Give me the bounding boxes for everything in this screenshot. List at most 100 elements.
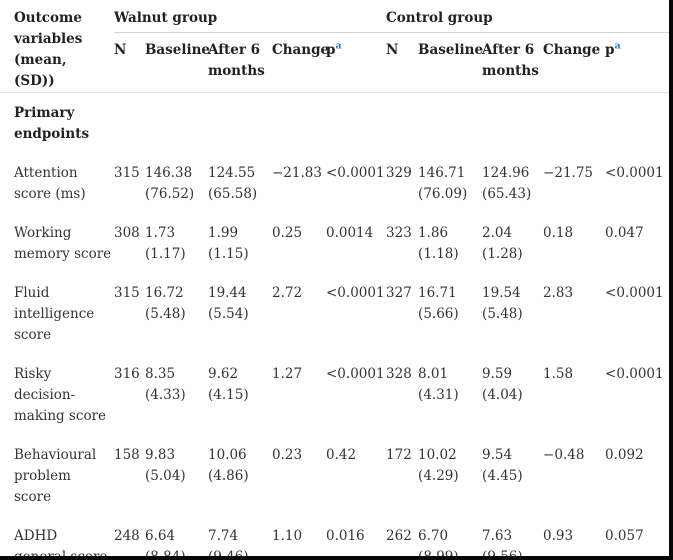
control-n-cell: 262	[386, 528, 412, 544]
mean-value: 8.35	[145, 366, 176, 382]
control-p-cell: 0.047	[605, 225, 644, 241]
control-p-cell: <0.0001	[605, 285, 664, 301]
empty-cell	[114, 93, 669, 154]
walnut-baseline-cell: 8.35 (4.33)	[145, 354, 208, 435]
walnut-change-header: Change	[272, 32, 329, 93]
control-n-header: N	[386, 32, 419, 93]
section-header-label: Primary endpoints	[14, 105, 90, 142]
control-change-cell: 2.83	[543, 285, 574, 301]
mean-value: 1.73	[145, 225, 176, 241]
control-baseline-cell: 1.86 (1.18)	[418, 213, 482, 273]
mean-value: 6.70	[418, 528, 449, 544]
control-n-cell: 328	[386, 366, 412, 382]
corner-header: Outcome variables (mean, (SD))	[0, 0, 114, 93]
table-row: Fluid intelligence score 315 16.72 (5.48…	[0, 273, 669, 354]
footnote-a-link[interactable]: a	[335, 40, 342, 52]
control-after-cell: 19.54 (5.48)	[482, 273, 543, 354]
control-baseline-cell: 16.71 (5.66)	[418, 273, 482, 354]
walnut-baseline-cell: 1.73 (1.17)	[145, 213, 208, 273]
walnut-p-cell: <0.0001	[326, 366, 385, 382]
sd-value: (5.66)	[418, 306, 459, 322]
row-label: Attention score (ms)	[14, 165, 86, 202]
control-baseline-cell: 146.71 (76.09)	[418, 153, 482, 213]
control-after-header: After 6 months	[482, 32, 544, 93]
control-change-cell: 1.58	[543, 366, 574, 382]
mean-value: 9.54	[482, 447, 513, 463]
sd-value: (4.15)	[208, 387, 249, 403]
walnut-n-cell: 248	[114, 528, 140, 544]
control-after-cell: 7.63 (9.56)	[482, 516, 543, 560]
walnut-p-cell: <0.0001	[326, 285, 385, 301]
control-baseline-cell: 6.70 (8.99)	[418, 516, 482, 560]
walnut-p-cell: <0.0001	[326, 165, 385, 181]
control-p-header: pa	[605, 32, 669, 93]
walnut-after-cell: 19.44 (5.54)	[208, 273, 272, 354]
mean-value: 10.02	[418, 447, 457, 463]
mean-value: 16.72	[145, 285, 184, 301]
section-header-row: Primary endpoints	[0, 93, 669, 154]
mean-value: 1.99	[208, 225, 239, 241]
footnote-a-link[interactable]: a	[614, 40, 621, 52]
walnut-n-cell: 308	[114, 225, 140, 241]
sd-value: (4.86)	[208, 468, 249, 484]
control-n-cell: 172	[386, 447, 412, 463]
walnut-n-cell: 315	[114, 285, 140, 301]
sd-value: (5.04)	[145, 468, 186, 484]
row-label: Working memory score	[14, 225, 112, 262]
walnut-after-cell: 7.74 (9.46)	[208, 516, 272, 556]
control-baseline-cell: 10.02 (4.29)	[418, 435, 482, 516]
walnut-n-header: N	[114, 32, 145, 93]
control-n-cell: 329	[386, 165, 412, 181]
table-header: Outcome variables (mean, (SD)) Walnut gr…	[0, 0, 669, 93]
table-row: Attention score (ms) 315 146.38 (76.52) …	[0, 153, 669, 213]
control-p-cell: <0.0001	[605, 165, 664, 181]
mean-value: 9.83	[145, 447, 176, 463]
sd-value: (9.56)	[482, 549, 523, 560]
sub-header-row: N Baseline After 6 months Change pa N Ba…	[0, 32, 669, 93]
control-change-cell: 0.18	[543, 225, 574, 241]
p-label: p	[605, 42, 615, 58]
sd-value: (4.04)	[482, 387, 523, 403]
sd-value: (4.29)	[418, 468, 459, 484]
row-label: Risky decision-making score	[14, 366, 107, 424]
control-group-header: Control group	[386, 0, 669, 33]
sd-value: (4.45)	[482, 468, 523, 484]
control-p-cell: 0.057	[605, 528, 644, 544]
control-after-cell: 9.59 (4.04)	[482, 354, 543, 435]
walnut-baseline-cell: 6.64 (8.84)	[145, 516, 208, 556]
sd-value: (5.54)	[208, 306, 249, 322]
walnut-p-cell: 0.016	[326, 528, 365, 544]
mean-value: 124.96	[482, 165, 530, 181]
control-change-cell: −0.48	[543, 447, 585, 463]
sd-value: (1.17)	[145, 246, 186, 262]
walnut-after-cell: 9.62 (4.15)	[208, 354, 272, 435]
control-change-cell: 0.93	[543, 528, 574, 544]
mean-value: 9.59	[482, 366, 513, 382]
walnut-change-cell: −21.83	[272, 165, 322, 181]
control-baseline-header: Baseline	[418, 32, 483, 93]
mean-value: 16.71	[418, 285, 457, 301]
mean-value: 6.64	[145, 528, 176, 544]
mean-value: 146.38	[145, 165, 193, 181]
mean-value: 19.44	[208, 285, 247, 301]
walnut-baseline-cell: 146.38 (76.52)	[145, 153, 208, 213]
mean-value: 7.74	[208, 528, 239, 544]
control-n-cell: 323	[386, 225, 412, 241]
sd-value: (76.09)	[418, 186, 468, 202]
walnut-baseline-cell: 16.72 (5.48)	[145, 273, 208, 354]
table-row: ADHD general score 248 6.64 (8.84) 7.74 …	[0, 516, 669, 560]
row-label: Fluid intelligence score	[14, 285, 95, 343]
sd-value: (8.99)	[418, 549, 459, 560]
control-change-header: Change	[543, 32, 606, 93]
walnut-change-cell: 2.72	[272, 285, 303, 301]
mean-value: 146.71	[418, 165, 466, 181]
sd-value: (5.48)	[145, 306, 186, 322]
sd-value: (65.43)	[482, 186, 532, 202]
control-after-cell: 2.04 (1.28)	[482, 213, 543, 273]
mean-value: 10.06	[208, 447, 247, 463]
p-label: p	[326, 42, 336, 58]
sd-value: (1.15)	[208, 246, 249, 262]
mean-value: 2.04	[482, 225, 513, 241]
walnut-change-cell: 0.23	[272, 447, 303, 463]
row-label: Behavioural problem score	[14, 447, 97, 505]
